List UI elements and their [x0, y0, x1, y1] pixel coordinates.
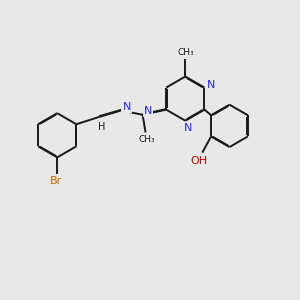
- Text: OH: OH: [191, 156, 208, 166]
- Text: CH₃: CH₃: [177, 48, 194, 57]
- Text: H: H: [98, 122, 105, 132]
- Text: N: N: [144, 106, 152, 116]
- Text: CH₃: CH₃: [139, 135, 155, 144]
- Text: N: N: [184, 123, 193, 133]
- Text: N: N: [207, 80, 215, 90]
- Text: Br: Br: [50, 176, 62, 186]
- Text: N: N: [122, 102, 131, 112]
